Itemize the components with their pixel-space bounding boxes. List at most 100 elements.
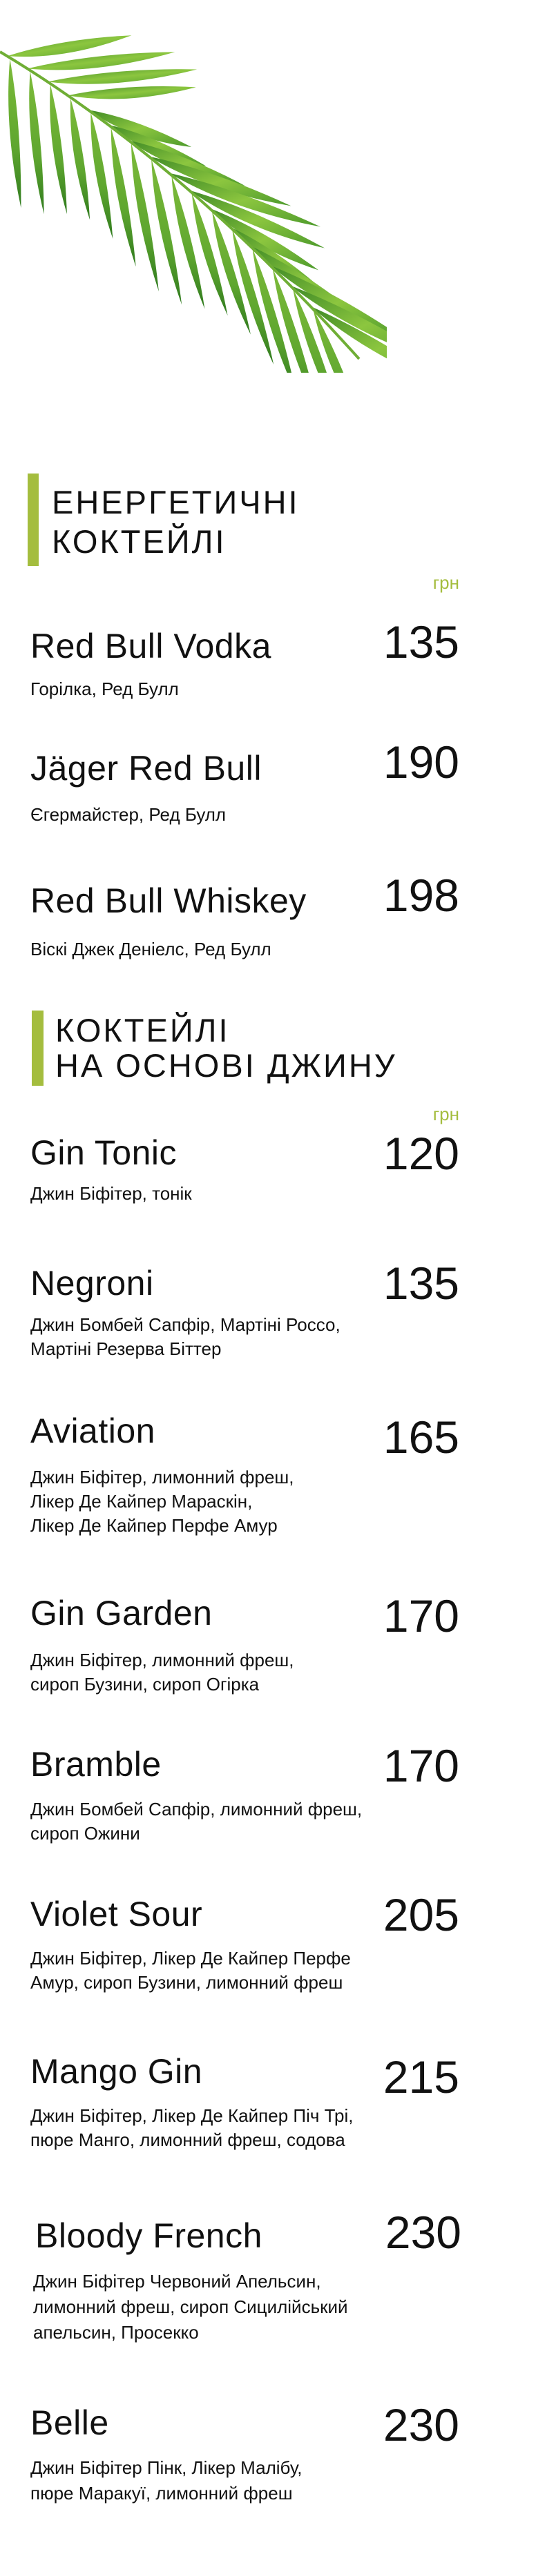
item-description: Єгермайстер, Ред Булл xyxy=(30,803,226,827)
desc-line: Амур, сироп Бузини, лимонний фреш xyxy=(30,1972,343,1993)
section-title-line: ЕНЕРГЕТИЧНІ xyxy=(52,484,300,520)
leaflet xyxy=(68,86,196,99)
leaflet xyxy=(269,265,387,333)
item-price: 215 xyxy=(383,2051,459,2102)
item-price: 190 xyxy=(383,736,459,788)
leaflet xyxy=(191,193,228,316)
leaflet xyxy=(292,288,327,373)
item-description: Джин Біфітер, лимонний фреш, Лікер Де Ка… xyxy=(30,1465,294,1538)
item-description: Джин Бомбей Сапфір, Мартіні Россо, Марті… xyxy=(30,1313,341,1361)
item-price: 165 xyxy=(383,1412,459,1463)
desc-line: пюре Маракуї, лимонний фреш xyxy=(30,2483,293,2504)
leaflet xyxy=(47,69,198,84)
desc-line: апельсин, Просекко xyxy=(33,2322,199,2343)
item-description: Джин Біфітер Червоний Апельсин, лимонний… xyxy=(33,2269,348,2345)
desc-line: Джин Біфітер Червоний Апельсин, xyxy=(33,2271,321,2292)
item-description: Джин Біфітер, лимонний фреш, сироп Бузин… xyxy=(30,1648,294,1697)
item-description: Джин Бомбей Сапфір, лимонний фреш, сироп… xyxy=(30,1797,362,1846)
desc-line: Джин Біфітер, лимонний фреш, xyxy=(30,1650,294,1670)
desc-line: Мартіні Резерва Біттер xyxy=(30,1338,222,1359)
leaflet xyxy=(169,173,320,227)
palm-leaf-icon xyxy=(0,35,387,373)
item-name: Mango Gin xyxy=(30,2052,203,2091)
desc-line: Джин Бомбей Сапфір, лимонний фреш, xyxy=(30,1799,363,1819)
leaflet xyxy=(8,59,21,208)
desc-line: Джин Біфітер, тонік xyxy=(30,1183,192,1204)
leaflet xyxy=(108,124,207,166)
item-description: Джин Біфітер, тонік xyxy=(30,1182,192,1206)
leaf-stem xyxy=(0,50,361,360)
item-name: Negroni xyxy=(30,1264,154,1302)
leaflet xyxy=(29,71,44,215)
item-price: 170 xyxy=(383,1740,459,1791)
leaflet xyxy=(310,306,387,359)
item-name: Red Bull Whiskey xyxy=(30,881,307,920)
item-name: Jäger Red Bull xyxy=(30,749,262,788)
item-description: Горілка, Ред Булл xyxy=(30,677,179,701)
desc-line: сироп Бузини, сироп Огірка xyxy=(30,1674,260,1695)
leaflet xyxy=(171,175,205,309)
desc-line: Джин Біфітер Пінк, Лікер Малібу, xyxy=(30,2457,303,2478)
leaflet xyxy=(131,143,159,292)
item-price: 230 xyxy=(383,2399,459,2450)
leaflet xyxy=(209,208,319,271)
leaflet xyxy=(148,156,291,206)
item-price: 205 xyxy=(383,1889,459,1940)
leaflet xyxy=(50,84,67,215)
leaflet xyxy=(289,285,387,342)
section-title-gin: КОКТЕЙЛІ НА ОСНОВІ ДЖИНУ xyxy=(55,1013,397,1083)
item-name: Gin Tonic xyxy=(30,1133,178,1172)
leaflet xyxy=(70,98,90,220)
desc-line: сироп Ожини xyxy=(30,1823,140,1844)
desc-line: Горілка, Ред Булл xyxy=(30,679,179,699)
item-name: Violet Sour xyxy=(30,1895,203,1933)
item-price: 230 xyxy=(385,2207,461,2258)
desc-line: пюре Манго, лимонний фреш, содова xyxy=(30,2129,345,2150)
section-accent-bar xyxy=(28,474,39,566)
leaflet xyxy=(27,52,175,70)
desc-line: Єгермайстер, Ред Булл xyxy=(30,804,227,825)
item-description: Джин Біфітер, Лікер Де Кайпер Піч Трі, п… xyxy=(30,2104,354,2152)
item-description: Віскі Джек Деніелс, Ред Булл xyxy=(30,937,271,962)
leaflet xyxy=(128,140,245,186)
item-name: Red Bull Vodka xyxy=(30,627,271,665)
currency-label: грн xyxy=(432,572,459,593)
currency-label: грн xyxy=(432,1104,459,1124)
leaflet xyxy=(313,309,344,373)
leaflet xyxy=(211,211,251,335)
leaflet xyxy=(7,35,132,57)
leaflet xyxy=(252,248,291,373)
section-title-line: НА ОСНОВІ ДЖИНУ xyxy=(55,1047,397,1084)
desc-line: Джин Біфітер, Лікер Де Кайпер Перфе xyxy=(30,1948,351,1969)
section-title-energy: ЕНЕРГЕТИЧНІ КОКТЕЙЛІ xyxy=(52,482,300,561)
leaflet xyxy=(88,110,192,148)
item-price: 135 xyxy=(383,1258,459,1309)
item-name: Bramble xyxy=(30,1745,162,1784)
item-name: Aviation xyxy=(30,1412,155,1450)
desc-line: Лікер Де Кайпер Перфе Амур xyxy=(30,1515,278,1536)
desc-line: Джин Біфітер, лимонний фреш, xyxy=(30,1467,294,1487)
leaflet xyxy=(151,159,182,305)
leaflet xyxy=(189,190,325,248)
section-title-line: КОКТЕЙЛІ xyxy=(52,523,227,560)
section-title-line: КОКТЕЙЛІ xyxy=(55,1012,230,1048)
section-accent-bar xyxy=(32,1011,44,1086)
desc-line: Джин Біфітер, Лікер Де Кайпер Піч Трі, xyxy=(30,2105,354,2126)
desc-line: Віскі Джек Деніелс, Ред Булл xyxy=(30,939,271,959)
desc-line: лимонний фреш, сироп Сицилійський xyxy=(33,2296,348,2317)
item-price: 135 xyxy=(383,616,459,667)
item-price: 120 xyxy=(383,1128,459,1179)
item-description: Джин Біфітер, Лікер Де Кайпер Перфе Амур… xyxy=(30,1946,351,1995)
desc-line: Джин Бомбей Сапфір, Мартіні Россо, xyxy=(30,1314,341,1335)
item-description: Джин Біфітер Пінк, Лікер Малібу, пюре Ма… xyxy=(30,2455,302,2506)
item-price: 198 xyxy=(383,870,459,921)
item-name: Belle xyxy=(30,2403,109,2442)
leaflet xyxy=(232,229,274,365)
item-name: Bloody French xyxy=(35,2216,262,2255)
leaflet xyxy=(111,127,136,267)
leaflet xyxy=(90,113,113,239)
leaflet xyxy=(272,268,309,373)
item-price: 170 xyxy=(383,1590,459,1641)
desc-line: Лікер Де Кайпер Мараскін, xyxy=(30,1491,253,1512)
item-name: Gin Garden xyxy=(30,1594,213,1632)
